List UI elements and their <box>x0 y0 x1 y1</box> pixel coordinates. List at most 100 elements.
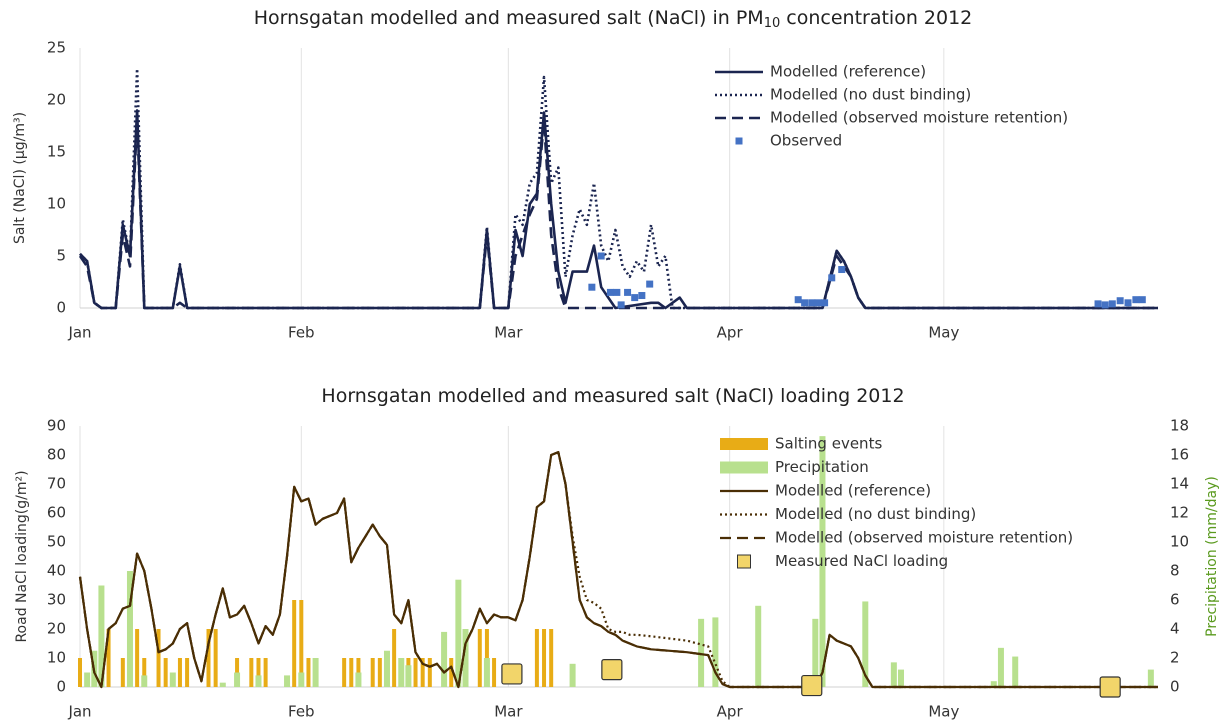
bar <box>120 658 125 687</box>
marker <box>1101 301 1109 309</box>
bar <box>383 650 390 687</box>
marker <box>828 274 836 282</box>
bar <box>135 629 140 687</box>
marker <box>638 292 646 300</box>
bar <box>897 669 904 687</box>
y-tick-label: 0 <box>56 299 66 317</box>
marker <box>801 299 809 307</box>
line-solid <box>79 109 1158 310</box>
y2-axis-label: Precipitation (mm/day) <box>1204 476 1220 637</box>
chart-title: Hornsgatan modelled and measured salt (N… <box>321 385 904 407</box>
marker <box>501 663 523 685</box>
marker <box>646 280 654 288</box>
bar <box>1012 656 1019 687</box>
x-tick-label: Feb <box>288 324 315 342</box>
x-tick-label: Apr <box>717 324 744 342</box>
bar <box>284 675 291 687</box>
bar <box>255 675 262 687</box>
y2-tick-label: 6 <box>1170 591 1180 609</box>
y2-tick-label: 12 <box>1170 504 1189 522</box>
marker <box>597 252 605 260</box>
bar <box>263 658 268 687</box>
y-axis-label: Road NaCl loading(g/m²) <box>14 470 30 642</box>
bar <box>542 629 547 687</box>
line-dotted <box>78 451 1158 689</box>
bar <box>997 647 1004 687</box>
bar <box>712 617 719 687</box>
bar <box>370 658 375 687</box>
marker <box>1132 296 1140 304</box>
bar <box>398 658 405 687</box>
bar <box>169 672 176 687</box>
bar <box>812 618 819 687</box>
title-suffix: concentration 2012 <box>780 7 972 29</box>
legend-swatch <box>737 554 751 569</box>
x-tick-label: Apr <box>717 703 744 721</box>
marker <box>1124 299 1132 307</box>
y-tick-label: 15 <box>47 143 66 161</box>
bar <box>755 605 762 687</box>
legend-label: Modelled (observed moisture retention) <box>770 109 1068 127</box>
marker <box>794 296 802 304</box>
marker <box>631 294 639 302</box>
legend-label: Observed <box>770 132 842 150</box>
bar <box>256 658 261 687</box>
line-dashed <box>78 451 1158 689</box>
marker <box>1138 296 1146 304</box>
chart-title: Hornsgatan modelled and measured salt (N… <box>254 7 973 31</box>
bar <box>312 658 319 687</box>
marker <box>838 266 846 274</box>
legend-label: Modelled (no dust binding) <box>770 86 971 104</box>
bar <box>141 675 148 687</box>
legend-swatch <box>720 461 768 474</box>
marker <box>613 288 621 296</box>
bar <box>420 658 425 687</box>
x-tick-label: Jan <box>67 324 91 342</box>
bar <box>142 658 147 687</box>
marker <box>808 299 816 307</box>
y-tick-label: 60 <box>47 504 66 522</box>
bar <box>462 629 469 687</box>
x-tick-label: May <box>928 703 959 721</box>
bar <box>219 682 226 687</box>
bar <box>427 658 432 687</box>
bar <box>298 672 305 687</box>
line-dashed <box>78 119 1158 310</box>
y-tick-label: 20 <box>47 620 66 638</box>
legend-label: Modelled (reference) <box>775 482 931 500</box>
x-tick-label: Jan <box>67 703 91 721</box>
bar <box>492 658 497 687</box>
legend-label: Measured NaCl loading <box>775 552 948 570</box>
bar <box>483 658 490 687</box>
bar <box>549 629 554 687</box>
bar <box>534 629 539 687</box>
legend-label: Modelled (reference) <box>770 63 926 81</box>
legend-label: Precipitation <box>775 458 869 476</box>
bar <box>206 629 211 687</box>
bar <box>249 658 254 687</box>
marker <box>601 658 623 681</box>
legend-label: Salting events <box>775 435 882 453</box>
y-tick-label: 5 <box>56 247 66 265</box>
marker <box>617 301 625 309</box>
bar <box>84 672 91 687</box>
y-axis-label: Salt (NaCl) (µg/m³) <box>12 112 28 244</box>
y-tick-label: 10 <box>47 195 66 213</box>
bar <box>1147 669 1154 687</box>
bar <box>163 658 168 687</box>
marker <box>606 288 614 296</box>
bar <box>862 601 869 687</box>
y2-tick-label: 8 <box>1170 562 1180 580</box>
y-tick-label: 40 <box>47 562 66 580</box>
marker <box>588 283 596 291</box>
marker <box>1099 676 1121 698</box>
bar <box>306 658 311 687</box>
bar <box>569 663 576 687</box>
x-tick-label: Mar <box>494 703 523 721</box>
legend-swatch <box>720 438 768 450</box>
title-text: Hornsgatan modelled and measured salt (N… <box>254 7 764 29</box>
legend-label: Modelled (no dust binding) <box>775 505 976 523</box>
y2-tick-label: 14 <box>1170 475 1189 493</box>
bar <box>126 571 133 687</box>
